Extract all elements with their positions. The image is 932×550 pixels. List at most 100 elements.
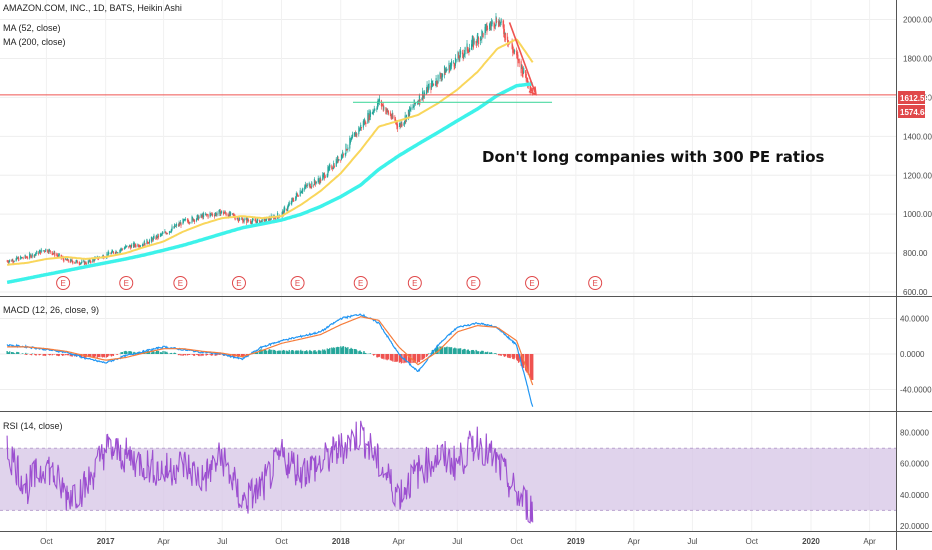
candle-body: [30, 255, 32, 259]
macd-histogram-bar: [320, 350, 322, 354]
candle-body: [166, 233, 168, 235]
candle-body: [204, 214, 207, 216]
macd-axis-ticks: 40.0000 0.0000 -40.0000: [900, 315, 932, 395]
candle-body: [409, 108, 411, 111]
macd-histogram-bar: [509, 354, 511, 359]
candle-body: [210, 213, 212, 215]
candle-body: [437, 74, 439, 84]
candle-body: [300, 192, 302, 194]
candle-body: [85, 262, 87, 264]
candle-body: [202, 215, 204, 219]
macd-histogram-bar: [275, 350, 277, 354]
earnings-marker-circle: [588, 276, 603, 290]
candle-body: [255, 220, 257, 222]
candle-body: [413, 106, 415, 108]
candle-body: [485, 23, 487, 28]
macd-histogram-bar: [112, 354, 115, 356]
candle-body: [40, 251, 42, 254]
candle-body: [133, 244, 135, 248]
candle-body: [481, 30, 483, 40]
candle-body: [84, 261, 86, 263]
candle-body: [373, 110, 375, 112]
candle-body: [324, 174, 326, 179]
macd-histogram-bar: [374, 354, 376, 355]
candle-body: [270, 219, 272, 221]
earnings-marker-circle: [407, 276, 422, 290]
ma52-legend: MA (52, close): [3, 23, 61, 33]
macd-histogram-bar: [392, 354, 394, 362]
time-tick-label: 2018: [332, 537, 350, 546]
candle-body: [481, 31, 484, 35]
candle-body: [76, 259, 78, 262]
candle-body: [512, 45, 514, 53]
ma52-line: [7, 38, 534, 266]
candle-body: [434, 84, 437, 86]
candle-body: [186, 219, 189, 221]
candle-body: [521, 66, 523, 77]
macd-histogram-bar: [500, 354, 502, 356]
candle-body: [442, 73, 444, 77]
macd-histogram-bar: [243, 354, 245, 357]
candle-body: [193, 219, 195, 221]
candle-body: [173, 227, 175, 229]
price-tick-label: 800.00: [903, 249, 928, 258]
candle-body: [264, 219, 266, 223]
candle-body: [44, 251, 46, 252]
candle-body: [464, 47, 466, 55]
candle-body: [313, 178, 315, 186]
macd-histogram-bar: [527, 354, 529, 375]
candle-body: [151, 238, 153, 240]
candle-body: [87, 260, 89, 264]
candle-body: [369, 111, 371, 117]
earnings-marker-circle: [290, 276, 305, 290]
macd-histogram-bar: [378, 354, 381, 357]
candle-body: [182, 218, 184, 225]
candle-body: [203, 213, 205, 218]
earnings-marker-label: E: [593, 279, 598, 288]
candle-body: [516, 50, 518, 56]
candle-body: [364, 119, 366, 124]
macd-histogram-bar: [459, 348, 462, 354]
level-price-tag-text: 1574.64: [900, 108, 929, 117]
candle-body: [252, 219, 254, 221]
candle-body: [201, 214, 203, 217]
candle-body: [458, 56, 460, 59]
macd-histogram-bar: [373, 354, 375, 356]
candle-body: [45, 248, 47, 252]
macd-histogram-bar: [35, 354, 37, 356]
price-tick-label: 1200.00: [903, 171, 932, 180]
candle-body: [156, 236, 158, 239]
earnings-marker-label: E: [529, 279, 534, 288]
candle-body: [198, 216, 200, 219]
candle-body: [121, 248, 123, 250]
candle-body: [215, 212, 217, 216]
candle-body: [367, 112, 369, 124]
candle-body: [232, 213, 234, 215]
candle-body: [359, 127, 361, 131]
macd-histogram-bar: [311, 351, 313, 354]
candle-body: [47, 251, 49, 254]
candle-body: [523, 67, 525, 73]
candle-body: [169, 231, 171, 233]
candle-body: [35, 253, 37, 255]
candle-body: [248, 220, 250, 222]
candle-body: [20, 257, 22, 259]
macd-histogram-bar: [25, 352, 27, 354]
macd-histogram-bar: [200, 354, 202, 357]
rsi-tick-label: 40.0000: [900, 491, 929, 500]
candle-body: [185, 218, 187, 220]
candle-body: [358, 127, 360, 135]
earnings-marker-label: E: [178, 279, 183, 288]
candle-body: [188, 222, 190, 224]
candle-body: [72, 260, 74, 264]
candle-body: [207, 214, 209, 218]
candle-body: [157, 235, 160, 238]
candle-body: [296, 193, 298, 196]
candle-body: [40, 249, 42, 253]
candle-body: [237, 218, 239, 222]
macd-histogram-bar: [423, 354, 426, 358]
time-tick-label: Jul: [452, 537, 462, 546]
candle-body: [399, 122, 401, 127]
candle-body: [306, 185, 308, 187]
